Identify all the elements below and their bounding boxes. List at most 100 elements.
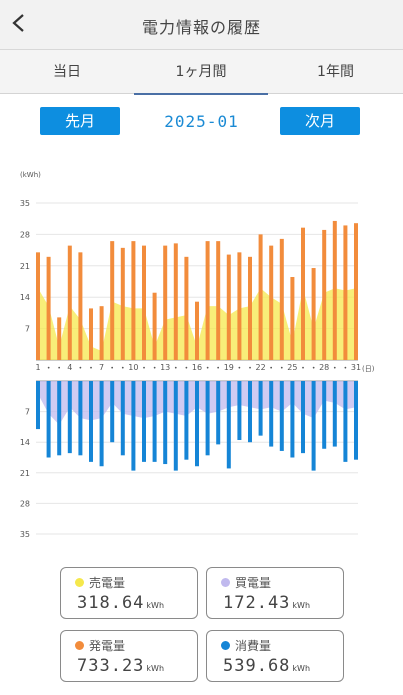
x-tick-label: 19 [224,363,234,372]
sell-area [38,288,356,360]
generate-bar [110,241,115,360]
generate-value: 733.23 [77,656,145,676]
generate-bar [99,306,104,360]
generate-bar [248,256,252,360]
x-tick-label: • [248,365,252,372]
x-tick-label: 10 [128,363,138,372]
x-tick-label: • [333,365,337,372]
consume-bar [343,381,348,462]
generate-bar [173,243,178,360]
consume-bar [226,381,231,469]
upper-y-tick: 14 [20,293,30,302]
generate-bar [46,256,51,360]
buy-value: 172.43 [223,593,291,613]
sell-summary-card: 売電量 318.64 kWh [60,567,198,619]
generate-bar [195,301,199,360]
page-title: 電力情報の履歴 [141,18,261,37]
consume-bar [89,381,93,462]
generate-bar [269,245,274,360]
consume-bar [332,381,337,447]
x-tick-label: • [47,365,51,372]
consume-bar [216,381,221,445]
generate-bar [131,241,136,360]
x-tick-label: • [238,365,242,372]
current-month: 2025-01 [164,112,239,131]
lower-y-tick: 28 [20,499,30,508]
generate-bar [301,227,305,360]
generate-bar [57,317,62,360]
x-tick-label: • [174,365,178,372]
consume-bar [131,381,136,471]
consume-bar [36,381,40,430]
generate-label: 発電量 [89,639,126,653]
generate-bar [78,252,83,360]
x-tick-label: 13 [160,363,170,372]
consume-summary-card: 消費量 539.68 kWh [206,630,344,682]
x-tick-label: • [301,365,305,372]
generate-bar [163,245,168,360]
generate-bar [354,223,358,360]
tab-month[interactable]: 1ヶ月間 [134,50,268,95]
x-tick-label: 22 [256,363,266,372]
generate-bar [89,308,93,360]
x-tick-label: • [185,365,189,372]
consume-value: 539.68 [223,656,291,676]
consume-bar [173,381,178,471]
consume-bar [78,381,83,456]
tab-year[interactable]: 1年間 [317,64,354,80]
x-tick-label: 25 [287,363,297,372]
buy-unit: kWh [292,601,311,610]
consume-bar [142,381,146,462]
consume-bar [152,381,157,462]
generate-bar [322,229,327,360]
generate-bar [332,220,337,360]
consume-bar [99,381,104,467]
chevron-left-icon[interactable] [6,10,36,40]
generate-bar [67,245,72,360]
generate-bar [142,245,146,360]
consume-bar [195,381,199,467]
x-tick-label: • [206,365,210,372]
generate-bar [152,292,157,360]
consume-bar [57,381,62,456]
upper-y-tick: 35 [20,199,30,208]
sell-legend-dot [75,578,84,587]
consume-bar [163,381,168,465]
x-tick-label: • [216,365,220,372]
generate-summary-card: 発電量 733.23 kWh [60,630,198,682]
x-tick-label: • [79,365,83,372]
generate-unit: kWh [146,664,165,673]
x-tick-label: • [142,365,146,372]
consume-bar [205,381,210,456]
generate-bar [258,234,263,360]
x-tick-label: • [153,365,157,372]
app-header: 電力情報の履歴 [0,0,403,50]
consume-label: 消費量 [235,639,272,653]
tab-today[interactable]: 当日 [53,64,81,80]
consume-bar [354,381,358,460]
lower-y-tick: 14 [20,438,30,447]
next-month-button[interactable]: 次月 [280,107,360,135]
consume-bar [237,381,242,441]
consume-bar [311,381,316,471]
consume-bar [46,381,51,458]
consume-bar [184,381,189,460]
generate-bar [290,277,295,360]
x-tick-label: 1 [35,363,40,372]
consume-bar [248,381,252,443]
consume-bar [258,381,263,436]
period-tabs: 当日 1ヶ月間 1年間 [0,50,403,95]
consume-bar [120,381,125,456]
y-unit-label: (kWh) [20,171,41,179]
prev-month-button[interactable]: 先月 [40,107,120,135]
consume-bar [322,381,327,449]
sell-label: 売電量 [89,576,126,590]
generate-legend-dot [75,641,84,650]
upper-y-tick: 7 [25,325,30,334]
consume-bar [67,381,72,454]
x-tick-label: • [89,365,93,372]
sell-unit: kWh [146,601,165,610]
x-tick-label: 31 [351,363,361,372]
generate-bar [343,225,348,360]
